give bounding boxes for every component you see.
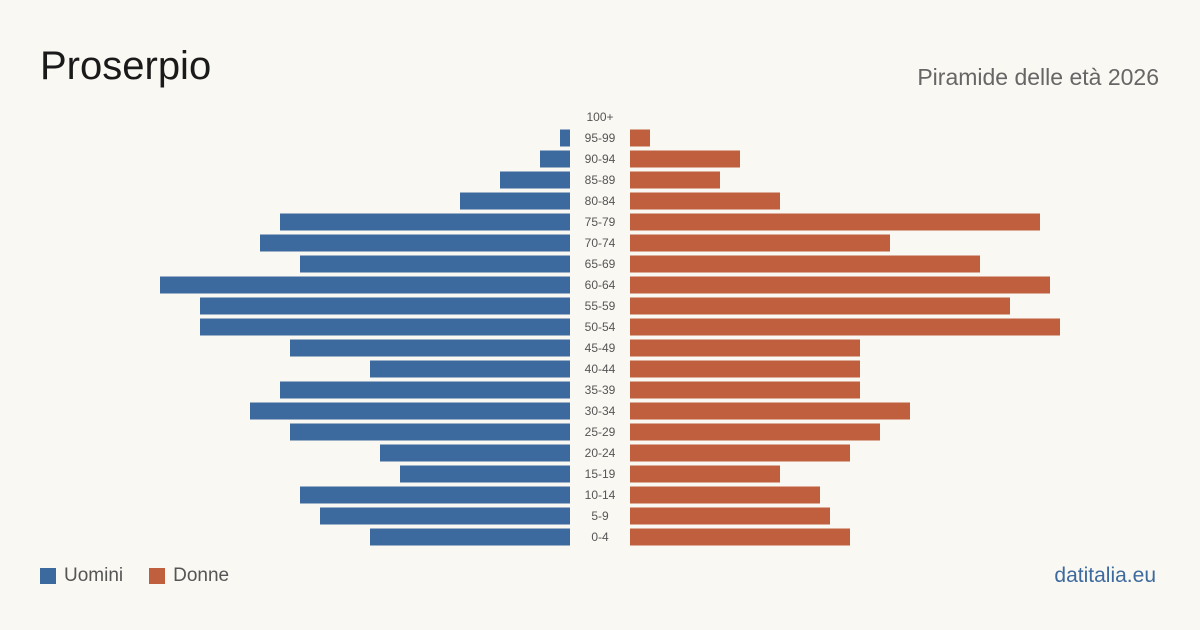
bar-women-80-84: [630, 192, 780, 210]
age-label-75-79: 75-79: [585, 215, 616, 229]
bar-men-75-79: [280, 213, 570, 231]
bar-men-20-24: [380, 444, 570, 462]
bar-men-80-84: [460, 192, 570, 210]
bar-men-25-29: [290, 423, 570, 441]
legend-item-men: Uomini: [40, 564, 123, 588]
legend-swatch-men: [40, 568, 56, 584]
bar-men-70-74: [260, 234, 570, 252]
bar-women-75-79: [630, 213, 1040, 231]
age-label-100+: 100+: [586, 110, 613, 124]
bar-men-0-4: [370, 528, 570, 546]
bar-women-15-19: [630, 465, 780, 483]
age-label-30-34: 30-34: [585, 404, 616, 418]
bar-men-95-99: [560, 129, 570, 147]
age-label-20-24: 20-24: [585, 446, 616, 460]
bar-women-35-39: [630, 381, 860, 399]
bar-women-10-14: [630, 486, 820, 504]
bar-women-85-89: [630, 171, 720, 189]
bar-men-15-19: [400, 465, 570, 483]
bar-men-45-49: [290, 339, 570, 357]
age-label-50-54: 50-54: [585, 320, 616, 334]
legend-item-women: Donne: [149, 564, 229, 588]
age-label-70-74: 70-74: [585, 236, 616, 250]
bar-men-30-34: [250, 402, 570, 420]
bar-men-35-39: [280, 381, 570, 399]
age-label-60-64: 60-64: [585, 278, 616, 292]
legend-label-men: Uomini: [64, 565, 124, 586]
bar-women-25-29: [630, 423, 880, 441]
bar-women-50-54: [630, 318, 1060, 336]
bar-women-40-44: [630, 360, 860, 378]
age-label-45-49: 45-49: [585, 341, 616, 355]
chart-subtitle: Piramide delle età 2026: [917, 64, 1159, 90]
legend-label-women: Donne: [173, 565, 230, 586]
bar-men-5-9: [320, 507, 570, 525]
age-label-25-29: 25-29: [585, 425, 616, 439]
age-label-95-99: 95-99: [585, 131, 616, 145]
bar-men-55-59: [200, 297, 570, 315]
bar-men-90-94: [540, 150, 570, 168]
bar-women-0-4: [630, 528, 850, 546]
bar-women-60-64: [630, 276, 1050, 294]
bar-women-95-99: [630, 129, 650, 147]
bar-men-10-14: [300, 486, 570, 504]
bar-women-55-59: [630, 297, 1010, 315]
age-label-40-44: 40-44: [585, 362, 616, 376]
bar-men-50-54: [200, 318, 570, 336]
bar-women-5-9: [630, 507, 830, 525]
bar-women-70-74: [630, 234, 890, 252]
age-label-15-19: 15-19: [585, 467, 616, 481]
page-title: Proserpio: [40, 44, 212, 88]
age-label-5-9: 5-9: [591, 509, 609, 523]
bar-women-65-69: [630, 255, 980, 273]
bar-women-30-34: [630, 402, 910, 420]
age-label-55-59: 55-59: [585, 299, 616, 313]
age-label-90-94: 90-94: [585, 152, 616, 166]
bar-women-90-94: [630, 150, 740, 168]
bar-women-20-24: [630, 444, 850, 462]
age-label-85-89: 85-89: [585, 173, 616, 187]
bar-women-45-49: [630, 339, 860, 357]
bar-men-40-44: [370, 360, 570, 378]
bar-men-65-69: [300, 255, 570, 273]
age-label-80-84: 80-84: [585, 194, 616, 208]
bar-men-85-89: [500, 171, 570, 189]
age-label-35-39: 35-39: [585, 383, 616, 397]
age-label-65-69: 65-69: [585, 257, 616, 271]
bar-men-60-64: [160, 276, 570, 294]
brand-link[interactable]: datitalia.eu: [1054, 564, 1156, 587]
age-label-0-4: 0-4: [591, 530, 609, 544]
legend-swatch-women: [149, 568, 166, 584]
age-label-10-14: 10-14: [585, 488, 616, 502]
legend: Uomini Donne: [40, 564, 255, 588]
